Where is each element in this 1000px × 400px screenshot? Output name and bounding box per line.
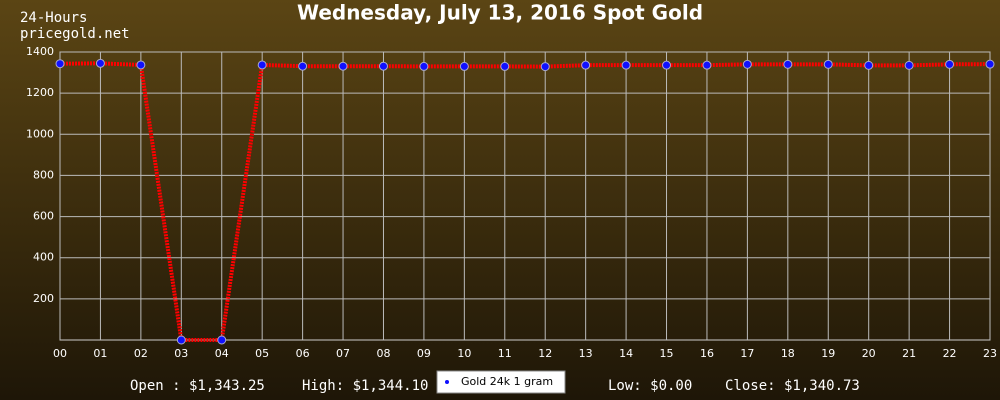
- legend-box: [436, 370, 566, 394]
- x-tick-label: 06: [296, 347, 310, 360]
- x-tick-label: 10: [457, 347, 471, 360]
- x-tick-label: 01: [93, 347, 107, 360]
- data-point: [500, 61, 510, 71]
- corner-text: pricegold.net: [20, 26, 130, 42]
- x-tick-label: 15: [660, 347, 674, 360]
- x-tick-label: 08: [376, 347, 390, 360]
- data-point: [176, 335, 186, 345]
- data-point: [338, 61, 348, 71]
- data-point: [662, 60, 672, 70]
- x-tick-label: 17: [740, 347, 754, 360]
- footer-stat: Open : $1,343.25: [130, 378, 265, 394]
- data-point: [742, 59, 752, 69]
- data-point: [823, 59, 833, 69]
- legend: Gold 24k 1 gram: [436, 370, 566, 394]
- y-tick-label: 800: [33, 168, 54, 181]
- data-point: [378, 61, 388, 71]
- data-point: [864, 60, 874, 70]
- y-tick-label: 1000: [26, 127, 54, 140]
- x-tick-label: 02: [134, 347, 148, 360]
- data-point: [459, 61, 469, 71]
- y-tick-label: 200: [33, 292, 54, 305]
- x-tick-label: 07: [336, 347, 350, 360]
- data-point: [783, 59, 793, 69]
- y-tick-label: 1200: [26, 86, 54, 99]
- x-tick-label: 23: [983, 347, 997, 360]
- data-point: [904, 60, 914, 70]
- y-tick-label: 1400: [26, 45, 54, 58]
- series-line: [59, 61, 991, 342]
- x-tick-label: 09: [417, 347, 431, 360]
- chart-title: Wednesday, July 13, 2016 Spot Gold: [297, 1, 703, 25]
- data-point: [217, 335, 227, 345]
- x-tick-label: 13: [579, 347, 593, 360]
- data-point: [95, 58, 105, 68]
- data-point: [298, 61, 308, 71]
- x-tick-label: 20: [862, 347, 876, 360]
- corner-text: 24-Hours: [20, 10, 87, 26]
- y-tick-label: 600: [33, 210, 54, 223]
- x-tick-label: 12: [538, 347, 552, 360]
- data-point: [419, 61, 429, 71]
- footer-stat: Low: $0.00: [608, 378, 692, 394]
- data-point: [945, 59, 955, 69]
- footer-stat: High: $1,344.10: [302, 378, 428, 394]
- x-tick-label: 11: [498, 347, 512, 360]
- data-point: [257, 60, 267, 70]
- x-tick-label: 21: [902, 347, 916, 360]
- data-point: [581, 60, 591, 70]
- x-tick-label: 19: [821, 347, 835, 360]
- x-tick-label: 16: [700, 347, 714, 360]
- data-point: [702, 60, 712, 70]
- legend-label: Gold 24k 1 gram: [461, 375, 553, 388]
- footer-stat: Close: $1,340.73: [725, 378, 860, 394]
- data-point: [136, 60, 146, 70]
- x-tick-label: 03: [174, 347, 188, 360]
- data-point: [621, 60, 631, 70]
- x-tick-label: 18: [781, 347, 795, 360]
- data-point: [985, 59, 995, 69]
- y-tick-label: 400: [33, 251, 54, 264]
- data-point: [540, 62, 550, 72]
- plot: 200 400 600 800 1000 1200 1400 00 01 02 03 04 05 06 07…: [26, 45, 997, 360]
- legend-marker: [445, 380, 449, 384]
- x-tick-label: 14: [619, 347, 633, 360]
- x-tick-label: 00: [53, 347, 67, 360]
- data-point: [55, 59, 65, 69]
- x-tick-label: 22: [943, 347, 957, 360]
- x-tick-label: 04: [215, 347, 229, 360]
- x-tick-label: 05: [255, 347, 269, 360]
